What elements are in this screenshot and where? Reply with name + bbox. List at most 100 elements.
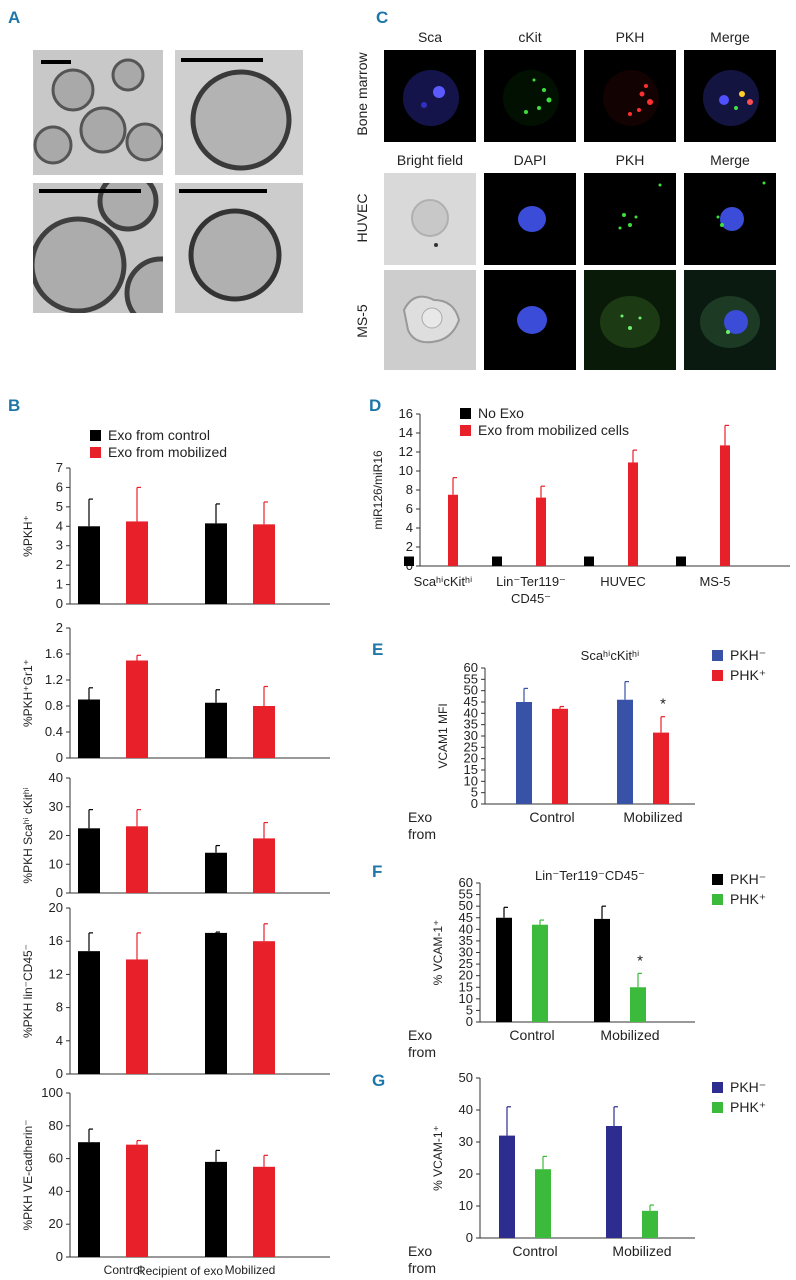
- b5-ytick-label: 20: [49, 1216, 63, 1231]
- f-legend-swatch: [712, 874, 723, 885]
- panel-letter-f: F: [372, 862, 383, 881]
- e-legend-swatch: [712, 670, 723, 681]
- b5-xlabel: Recipient of exo: [137, 1264, 223, 1278]
- b2-ylabel: %PKH⁺Gr1⁺: [21, 659, 35, 727]
- d-bar: [584, 556, 594, 566]
- c-col-pkh-2: PKH: [615, 152, 645, 168]
- panel-letter-g: G: [372, 1071, 386, 1090]
- c-row-bone-marrow: Bone marrow: [354, 52, 370, 136]
- e-ytick-label: 0: [471, 796, 478, 811]
- d-ytick-label: 8: [406, 482, 413, 497]
- d-bar: [536, 497, 546, 566]
- f-ytick-label: 55: [459, 887, 473, 902]
- f-ytick-label: 10: [459, 991, 473, 1006]
- b1-legend-swatch: [90, 430, 101, 441]
- d-ytick-label: 12: [399, 444, 413, 459]
- b3-ytick-label: 40: [49, 770, 63, 785]
- c-col-pkh-1: PKH: [615, 29, 645, 45]
- d-category-label: HUVEC: [600, 574, 646, 589]
- c-col-sca: Sca: [417, 29, 443, 45]
- c-col-merge-2: Merge: [710, 152, 750, 168]
- b2-bar: [253, 706, 275, 758]
- g-category-label: Control: [512, 1243, 557, 1259]
- b1-bar: [126, 521, 148, 604]
- chart-b-pkh-gr1: 0 0.4 0.8 1.2 1.6 2 %PKH⁺Gr1⁺: [21, 620, 330, 765]
- e-significance-star: *: [660, 696, 666, 713]
- chart-g-vcam1-percent: 0 10 20 30 40 50 % VCAM-1⁺ Control Mobilized Exof…: [408, 1070, 766, 1276]
- c-tile-merge-huvec: [684, 173, 776, 265]
- chart-b-pkh-lin-cd45: 0 4 8 12 16 20 %PKH lin⁻CD45⁻: [21, 900, 330, 1081]
- b4-ytick-label: 0: [56, 1066, 63, 1081]
- g-bar: [642, 1210, 658, 1238]
- b5-ylabel: %PKH VE-cadherin⁻: [21, 1119, 35, 1230]
- e-bar: [617, 699, 633, 804]
- b1-legend-swatch: [90, 447, 101, 458]
- g-xprefix: Exo: [408, 1243, 432, 1259]
- d-category-label: ScaʰⁱcKitʰⁱ: [414, 574, 473, 589]
- f-title: Lin⁻Ter119⁻CD45⁻: [535, 868, 645, 883]
- b1-ytick-label: 2: [56, 557, 63, 572]
- e-ylabel: VCAM1 MFI: [436, 703, 450, 768]
- b4-ytick-label: 8: [56, 1000, 63, 1015]
- c-tile-pkh-1: [584, 50, 676, 142]
- c-tile-ckit: [484, 50, 576, 142]
- f-ytick-label: 25: [459, 956, 473, 971]
- f-ytick-label: 50: [459, 898, 473, 913]
- b2-ytick-label: 1.6: [45, 646, 63, 661]
- g-bar: [606, 1126, 622, 1238]
- b1-bar: [205, 523, 227, 604]
- e-ytick-label: 25: [464, 739, 478, 754]
- b1-ylabel: %PKH⁺: [21, 515, 35, 557]
- em-image-2: [175, 50, 303, 175]
- f-ytick-label: 30: [459, 945, 473, 960]
- b3-ytick-label: 20: [49, 828, 63, 843]
- b5-bar: [205, 1161, 227, 1257]
- b2-ytick-label: 0.8: [45, 698, 63, 713]
- chart-b-pkh-sca-ckit: 0 10 20 30 40 %PKH Scaʰⁱ cKitʰⁱ: [21, 770, 330, 898]
- d-legend-swatch: [460, 408, 471, 419]
- e-ytick-label: 5: [471, 785, 478, 800]
- b3-bar: [205, 852, 227, 893]
- b4-bar: [78, 951, 100, 1074]
- f-ytick-label: 5: [466, 1002, 473, 1017]
- c-tile-bright-field-ms5: [384, 270, 476, 370]
- b5-category-label: Mobilized: [225, 1263, 276, 1277]
- d-bar: [404, 556, 414, 566]
- b4-ylabel: %PKH lin⁻CD45⁻: [21, 944, 35, 1038]
- g-ytick-label: 0: [466, 1230, 473, 1245]
- d-ylabel: miR126/miR16: [371, 450, 385, 530]
- e-ytick-label: 45: [464, 694, 478, 709]
- b5-ytick-label: 80: [49, 1118, 63, 1133]
- e-ytick-label: 50: [464, 683, 478, 698]
- e-bar: [552, 708, 568, 804]
- c-tile-pkh-ms5: [584, 270, 676, 370]
- d-bar: [676, 556, 686, 566]
- panel-letter-d: D: [369, 396, 382, 415]
- b1-ytick-label: 5: [56, 499, 63, 514]
- e-category-label: Control: [529, 809, 574, 825]
- b2-ytick-label: 0.4: [45, 724, 63, 739]
- b5-ytick-label: 40: [49, 1183, 63, 1198]
- e-bar: [516, 702, 532, 804]
- c-col-ckit: cKit: [518, 29, 542, 45]
- g-legend-swatch: [712, 1082, 723, 1093]
- b2-ytick-label: 1.2: [45, 672, 63, 687]
- g-ytick-label: 20: [459, 1166, 473, 1181]
- f-ytick-label: 60: [459, 875, 473, 890]
- b5-ytick-label: 100: [41, 1085, 63, 1100]
- c-row-ms5: MS-5: [354, 304, 370, 338]
- f-ytick-label: 35: [459, 933, 473, 948]
- e-category-label: Mobilized: [623, 809, 682, 825]
- g-bar: [535, 1169, 551, 1238]
- e-ytick-label: 55: [464, 671, 478, 686]
- g-legend-label: PHK⁺: [730, 1099, 766, 1115]
- g-legend-swatch: [712, 1102, 723, 1113]
- b5-bar: [78, 1142, 100, 1257]
- chart-b-pkh-ve-cadherin: 0 20 40 60 80 100 %PKH VE-cadherin⁻ Control Mobi…: [21, 1085, 330, 1278]
- e-ytick-label: 60: [464, 660, 478, 675]
- f-bar: [496, 917, 512, 1022]
- d-bar: [448, 494, 458, 566]
